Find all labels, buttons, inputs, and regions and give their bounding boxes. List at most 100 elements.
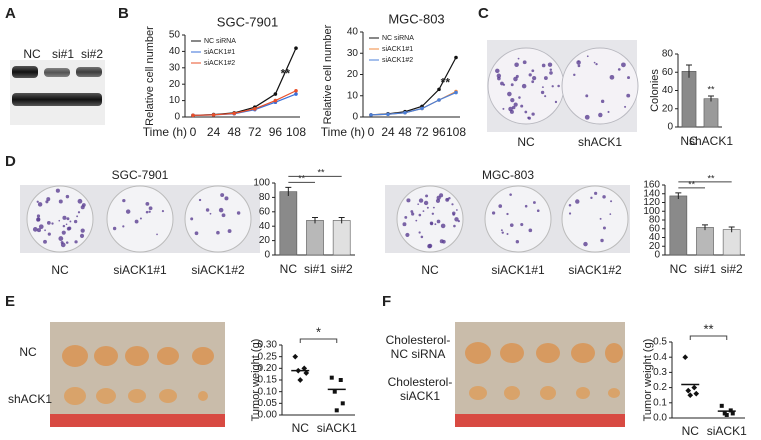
x-tick-label: 108 <box>286 125 306 139</box>
x-tick-label: 96 <box>269 125 283 139</box>
colony <box>418 231 421 234</box>
colony <box>122 225 125 228</box>
colony <box>60 242 66 248</box>
y-tick-label: 20 <box>662 103 674 114</box>
image-label: NC <box>421 263 439 277</box>
x-tick-label: 0 <box>368 125 375 139</box>
colony <box>134 219 139 224</box>
colony <box>405 232 410 237</box>
colony <box>55 188 60 193</box>
x-tick-label: NC <box>680 134 698 148</box>
error-bar <box>312 217 318 224</box>
colony <box>76 215 79 218</box>
colony <box>429 221 434 225</box>
colony <box>442 239 446 244</box>
y-tick-label: 0.05 <box>258 398 278 409</box>
point <box>386 112 390 117</box>
colony <box>220 193 225 198</box>
error-bar <box>686 64 692 78</box>
point <box>332 389 337 394</box>
error-bar <box>338 217 345 224</box>
bar <box>722 229 741 256</box>
y-tick-label: 40 <box>347 27 359 38</box>
colony <box>531 112 535 116</box>
colony <box>148 210 151 213</box>
y-tick-label: 0.10 <box>258 386 278 397</box>
colony <box>420 235 424 239</box>
colony <box>532 76 537 81</box>
colony <box>194 231 199 236</box>
y-tick-label: 20 <box>649 241 661 252</box>
colony <box>520 104 524 108</box>
point <box>232 111 236 116</box>
colony <box>599 217 602 220</box>
y-tick-label: 0 <box>667 122 673 133</box>
bar <box>681 71 697 128</box>
colony <box>531 80 535 84</box>
y-tick-label: 0.4 <box>653 352 667 363</box>
colony <box>508 106 513 112</box>
x-tick-label: 108 <box>446 125 466 139</box>
image-label: NC <box>51 263 69 277</box>
colony <box>145 201 150 206</box>
y-axis-label: Colonies <box>649 69 661 112</box>
y-tick-label: 20 <box>169 79 181 90</box>
annotation: ** <box>707 84 715 94</box>
y-tick-label: 0 <box>352 112 358 123</box>
colony <box>510 98 515 103</box>
annotation: ** <box>317 168 325 178</box>
colony <box>61 230 66 235</box>
line <box>192 90 297 116</box>
colony <box>422 210 425 212</box>
point <box>292 353 299 360</box>
panel-label: E <box>5 293 15 310</box>
colony <box>125 209 131 214</box>
colony <box>58 199 63 204</box>
y-tick-label: 40 <box>662 85 674 96</box>
annotation: ** <box>298 174 306 184</box>
image-label: NC <box>23 47 41 61</box>
colony <box>520 222 524 227</box>
colony <box>531 69 535 73</box>
colony <box>577 64 581 68</box>
bar <box>703 98 719 128</box>
colony <box>218 207 224 213</box>
colony <box>224 196 229 201</box>
colony <box>609 74 615 80</box>
colony <box>510 83 514 87</box>
y-tick-label: 60 <box>259 206 271 217</box>
y-tick-label: 0.25 <box>258 351 278 362</box>
point <box>297 377 304 383</box>
x-tick-label: siACK1 <box>317 421 357 435</box>
colony <box>216 230 220 235</box>
x-tick-label: si#1 <box>694 262 716 276</box>
error-bar <box>675 192 682 199</box>
colony <box>573 73 576 77</box>
colony <box>47 232 51 236</box>
x-tick-label: 24 <box>381 125 395 139</box>
colony <box>515 240 520 244</box>
colony <box>513 102 518 107</box>
point <box>301 365 308 372</box>
panel-label: D <box>5 153 16 170</box>
colony <box>418 213 422 217</box>
colony <box>568 204 572 207</box>
colony <box>145 210 149 214</box>
colony <box>518 96 521 99</box>
point <box>191 113 195 118</box>
colony <box>205 208 210 212</box>
colony <box>432 206 435 209</box>
y-axis-label: Relative cell number <box>144 26 156 126</box>
point <box>693 390 700 397</box>
colony <box>434 223 437 226</box>
colony <box>36 200 39 203</box>
colony <box>575 199 580 204</box>
colony <box>528 228 533 233</box>
y-tick-label: 20 <box>347 69 359 80</box>
colony <box>551 85 554 88</box>
colony <box>554 100 558 104</box>
colony <box>415 219 418 222</box>
y-tick-label: 40 <box>169 46 181 57</box>
legend-label: NC siRNA <box>204 38 236 45</box>
colony <box>457 219 460 223</box>
